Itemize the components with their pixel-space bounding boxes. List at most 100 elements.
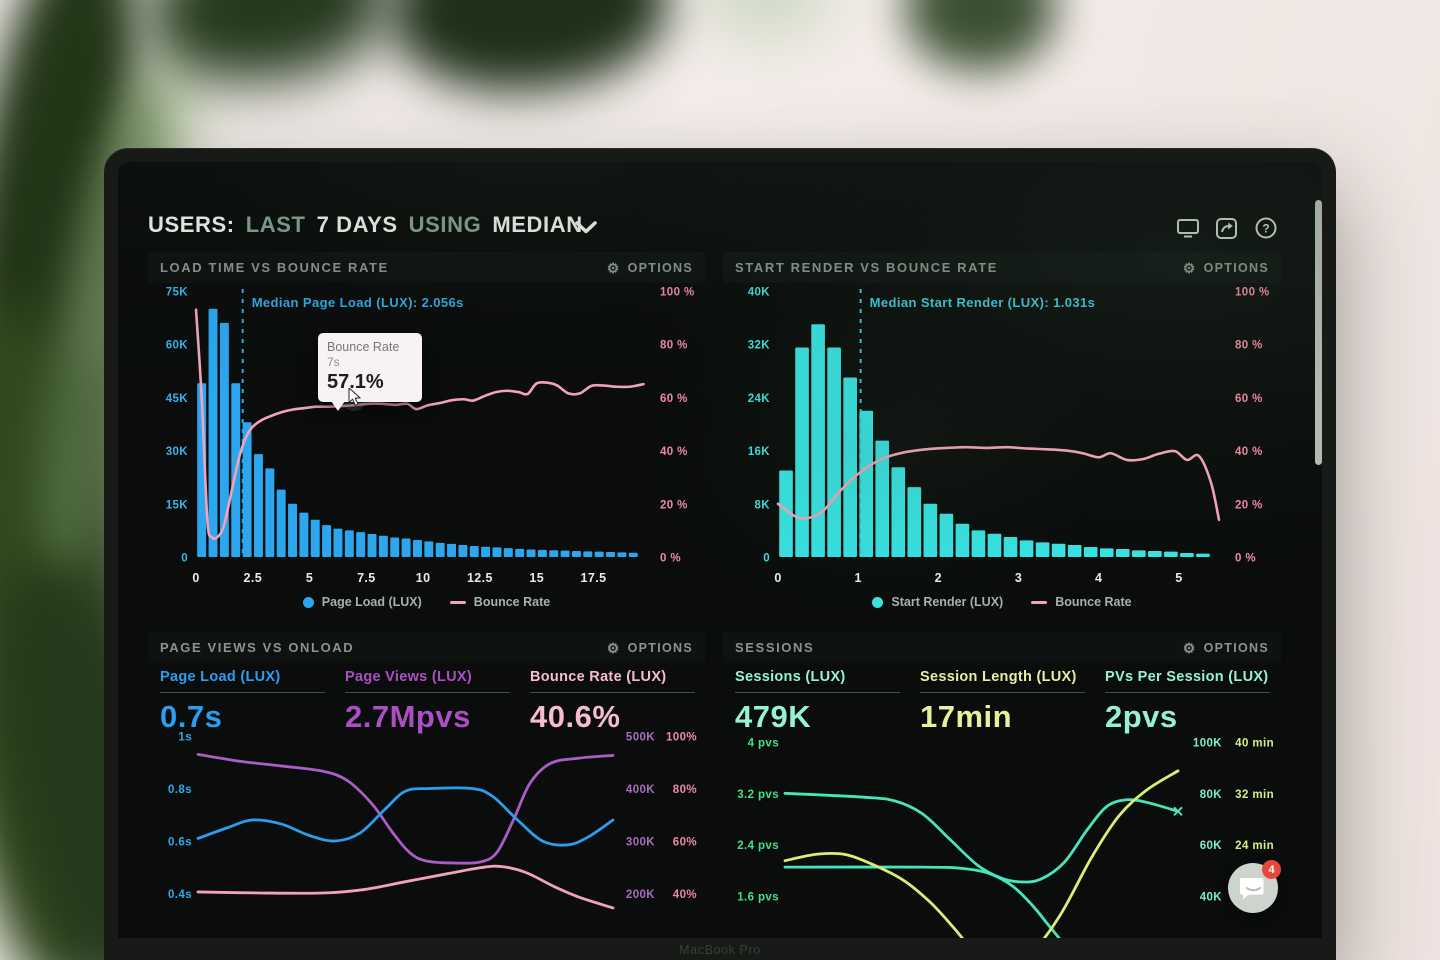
axis-tick-label: 7.5 [357, 571, 376, 583]
legend-dot-icon [872, 596, 884, 608]
axis-tick-label: 0 [192, 571, 199, 583]
axis-tick-label: 80 % [660, 340, 688, 352]
bar [288, 503, 298, 557]
series-end-marker [1173, 806, 1183, 817]
series-line[interactable] [196, 786, 615, 847]
panel-sessions: SESSIONS ⚙ OPTIONS Sessions (LUX) 479K Sess… [723, 632, 1281, 938]
axis-tick-label: 60 % [1235, 393, 1263, 405]
metric-label: Sessions (LUX) [735, 669, 846, 685]
axis-tick-label: 75K [166, 287, 189, 299]
metric-value: 2pvs [1105, 699, 1178, 734]
metric-underline [920, 692, 1085, 693]
chart-legend: Page Load (LUX) Bounce Rate [148, 595, 705, 609]
bar [276, 489, 286, 557]
bar-series[interactable] [779, 324, 1210, 557]
series-line[interactable] [783, 769, 1180, 938]
axis-tick-label: 20 % [1235, 499, 1263, 511]
series-line[interactable] [783, 865, 1064, 938]
bar [1035, 542, 1050, 557]
axis-tick-label: 8K [754, 499, 770, 511]
bar [549, 550, 559, 557]
metric: Page Views (LUX) 2.7Mpvs [345, 669, 510, 735]
chat-bubble-icon [1240, 877, 1264, 900]
axis-tick-label: 10 [416, 571, 431, 583]
share-icon[interactable] [1215, 216, 1239, 240]
axis-tick-label: 40 % [1235, 446, 1263, 458]
options-button[interactable]: ⚙ OPTIONS [606, 639, 693, 656]
bar [606, 552, 616, 557]
laptop: USERS: LAST 7 DAYS USING MEDIAN ? LOAD [104, 148, 1336, 960]
bar [492, 547, 502, 557]
legend-label: Page Load (LUX) [321, 595, 422, 609]
axis-tick-label: 200K [626, 889, 655, 901]
bar [955, 523, 970, 557]
metric-label: PVs Per Session (LUX) [1105, 669, 1269, 685]
bar [811, 324, 825, 557]
panel-title: START RENDER VS BOUNCE RATE [735, 260, 999, 275]
options-button[interactable]: ⚙ OPTIONS [1182, 639, 1269, 656]
metric-underline [160, 692, 325, 693]
bounce-rate-line[interactable] [776, 445, 1221, 522]
bar [344, 530, 354, 557]
bar [253, 454, 263, 557]
bounce-rate-line[interactable] [194, 308, 645, 541]
chevron-down-icon[interactable] [574, 220, 598, 235]
axis-tick-label: 20 % [660, 499, 688, 511]
legend-item: Bounce Rate [449, 595, 550, 609]
screen: USERS: LAST 7 DAYS USING MEDIAN ? LOAD [118, 162, 1322, 938]
bar [1051, 543, 1066, 557]
axis-tick-label: 60 % [660, 393, 688, 405]
bar [779, 470, 793, 557]
axis-tick-label: 17.5 [581, 571, 607, 583]
bar [526, 549, 536, 557]
bar [322, 525, 332, 557]
bar [859, 410, 874, 557]
bar [310, 519, 320, 557]
legend-label: Start Render (LUX) [891, 595, 1004, 609]
bar [537, 549, 547, 557]
axis-tick-label: 15 [529, 571, 544, 583]
median-annotation: Median Page Load (LUX): 2.056s [252, 295, 464, 310]
pageviews-chart: 1s 0.8s 0.6s 0.4s 500K 400K 300K 200K 100% 80% 60%… [168, 732, 697, 910]
legend-item: Page Load (LUX) [302, 595, 422, 609]
series-line[interactable] [196, 864, 615, 910]
dashboard-title: USERS: LAST 7 DAYS USING MEDIAN [148, 212, 583, 238]
title-part: USING [408, 212, 482, 237]
options-button[interactable]: ⚙ OPTIONS [606, 259, 693, 276]
monitor-icon[interactable] [1176, 216, 1200, 240]
axis-tick-label: 2.5 [243, 571, 262, 583]
axis-tick-label: 45K [166, 393, 189, 405]
bar [458, 544, 468, 557]
series-line[interactable] [783, 791, 1180, 884]
bar [469, 546, 479, 557]
title-part: USERS: [148, 212, 235, 237]
axis-tick-label: 0.4s [168, 889, 192, 901]
axis-tick-label: 0 % [1235, 553, 1256, 565]
bar [923, 503, 938, 557]
scrollbar-thumb[interactable] [1315, 200, 1322, 465]
axis-tick-label: 40K [1200, 892, 1223, 904]
metric: PVs Per Session (LUX) 2pvs [1105, 669, 1270, 735]
tooltip-subtitle: 7s [327, 355, 340, 369]
options-button[interactable]: ⚙ OPTIONS [1182, 259, 1269, 276]
bar-series[interactable] [197, 308, 638, 557]
bar [939, 513, 954, 557]
bar [875, 440, 890, 557]
bar [1067, 545, 1082, 557]
help-icon[interactable]: ? [1254, 216, 1278, 240]
gear-icon: ⚙ [606, 639, 621, 656]
axis-tick-label: 0 % [660, 553, 681, 565]
header-actions: ? [1176, 216, 1278, 240]
panel-load-time: LOAD TIME VS BOUNCE RATE ⚙ OPTIONS 75K 60K… [148, 252, 705, 624]
metric-label: Bounce Rate (LUX) [530, 669, 667, 685]
bar [571, 550, 581, 557]
bar [1083, 547, 1098, 557]
bar [617, 552, 627, 557]
series-line[interactable] [196, 752, 615, 865]
axis-tick-label: 0.8s [168, 784, 192, 796]
chart-legend: Start Render (LUX) Bounce Rate [723, 595, 1281, 609]
metric-row: Sessions (LUX) 479K Session Length (LUX) 17… [723, 663, 1281, 735]
axis-tick-label: 80 % [1235, 340, 1263, 352]
axis-tick-label: 300K [626, 837, 655, 849]
chat-launcher-button[interactable]: 4 [1228, 860, 1281, 913]
